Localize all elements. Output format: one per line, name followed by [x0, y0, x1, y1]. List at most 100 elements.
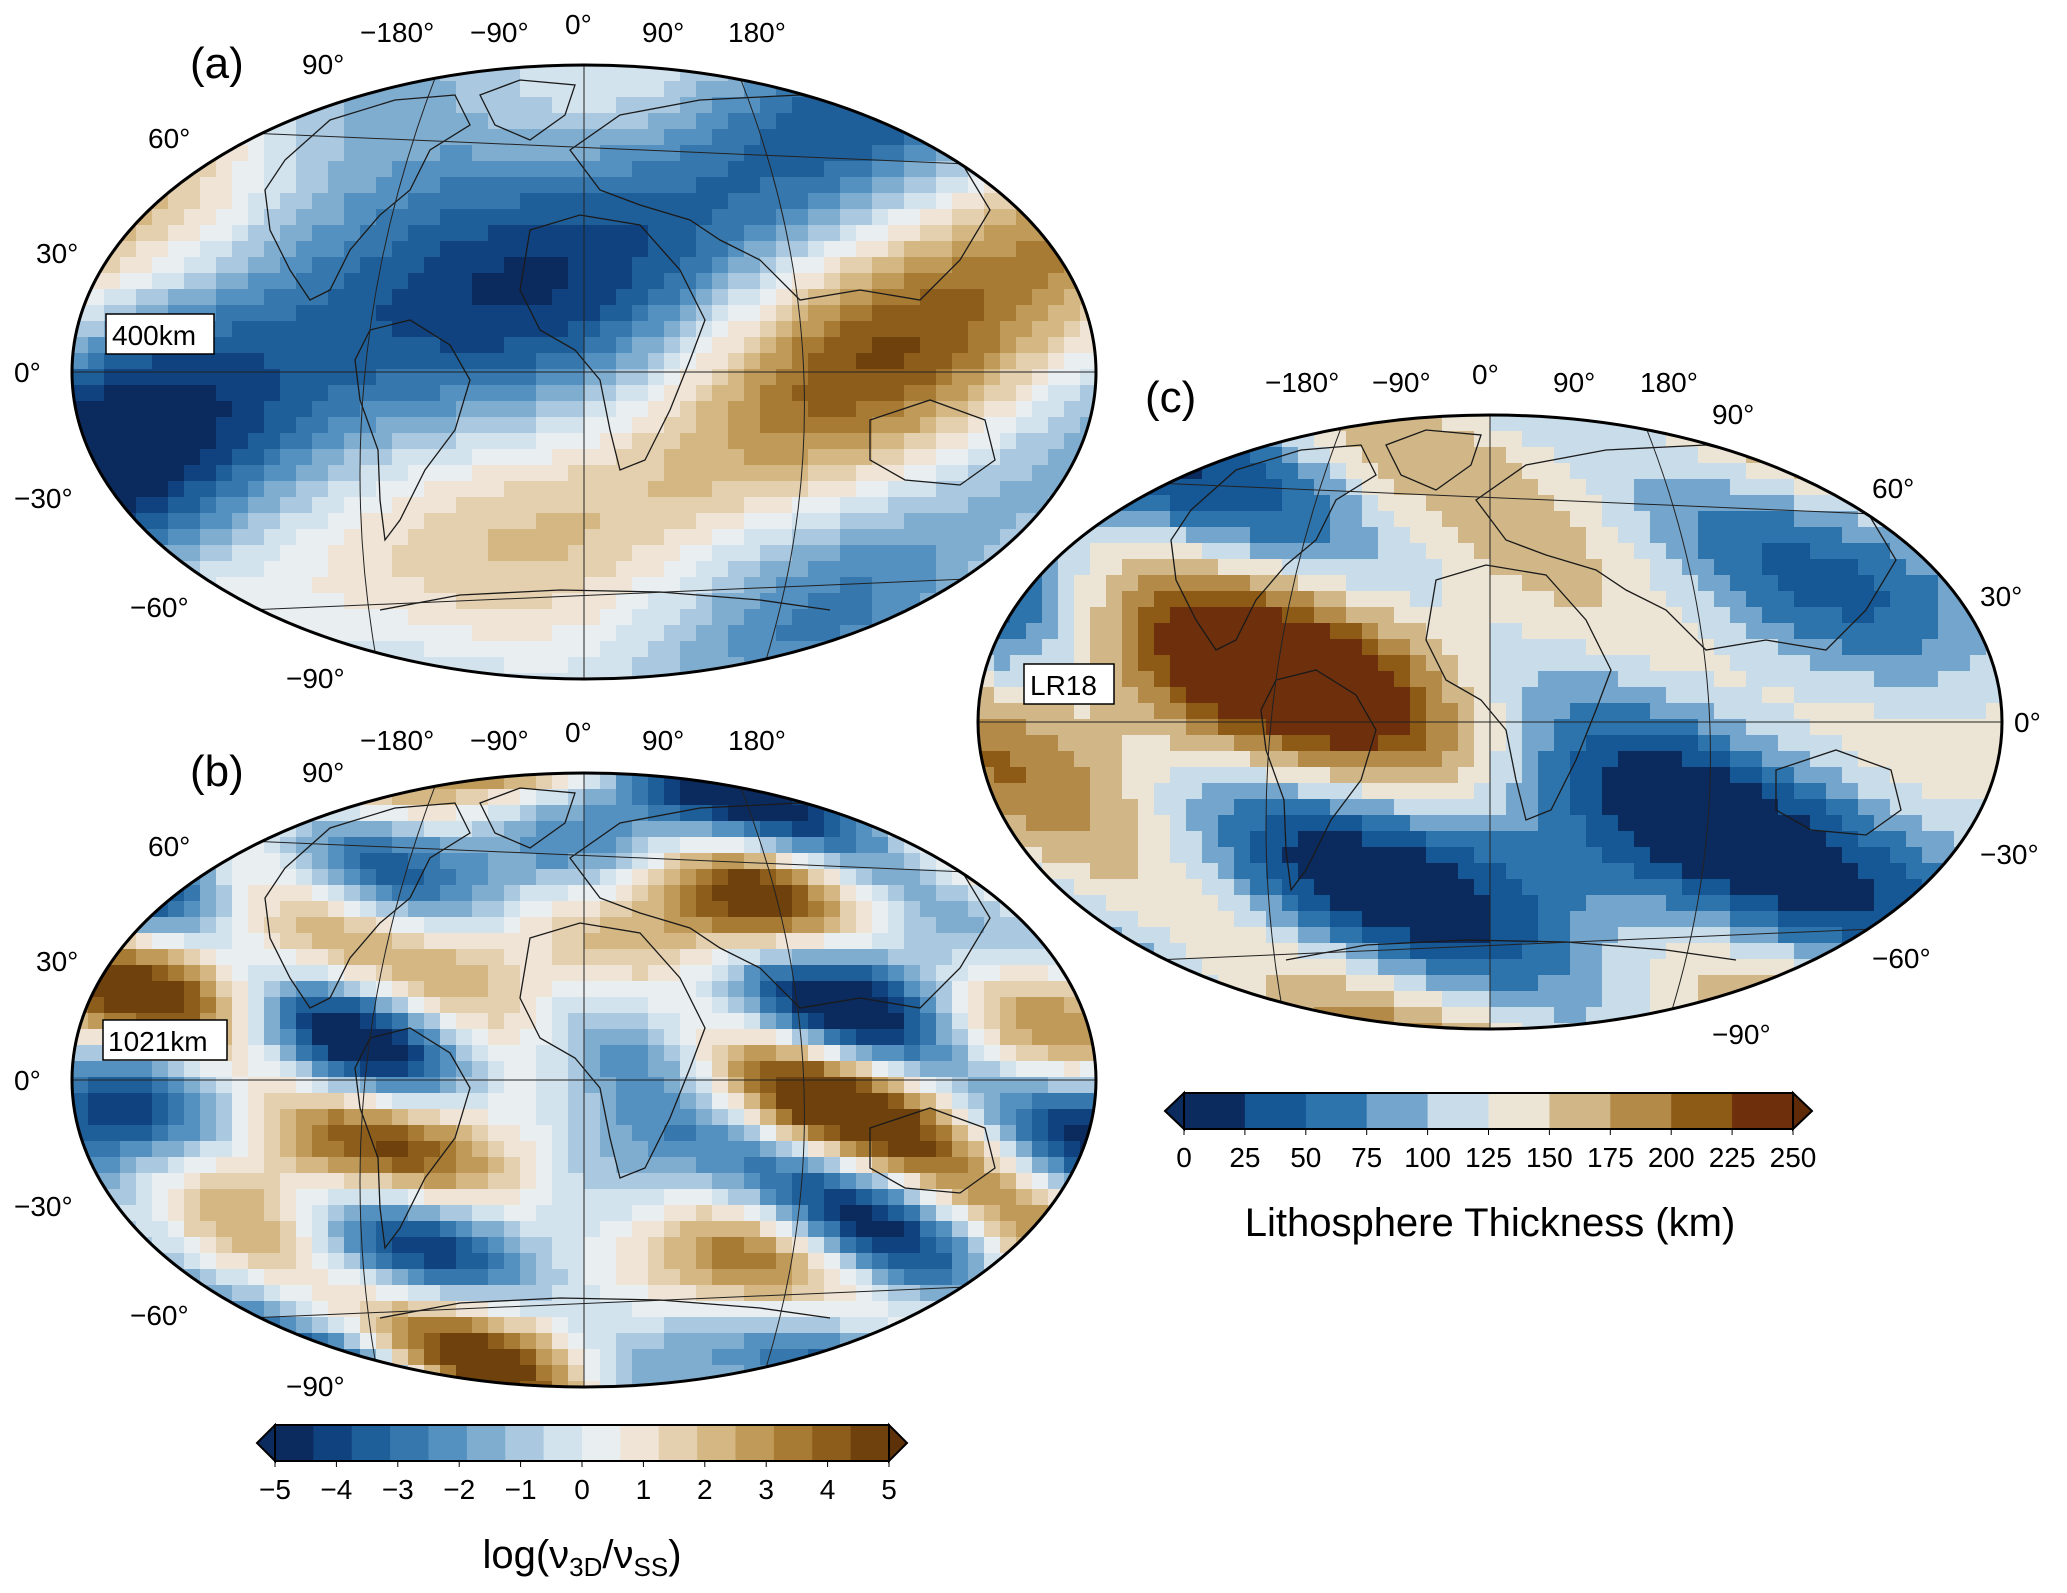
field-cell	[216, 1237, 233, 1254]
field-cell	[440, 353, 457, 370]
field-cell	[584, 129, 601, 146]
field-cell	[168, 965, 185, 982]
field-cell	[1762, 495, 1779, 512]
field-cell	[200, 1061, 217, 1078]
field-cell	[1074, 591, 1091, 608]
field-cell	[1426, 511, 1443, 528]
field-cell	[584, 609, 601, 626]
field-cell	[1314, 639, 1331, 656]
field-cell	[968, 1285, 985, 1302]
field-cell	[1394, 623, 1411, 640]
field-cell	[1426, 495, 1443, 512]
field-cell	[904, 965, 921, 982]
field-cell	[648, 609, 665, 626]
field-cell	[1064, 1093, 1081, 1110]
field-cell	[728, 289, 745, 306]
field-cell	[1330, 527, 1347, 544]
field-cell	[664, 1157, 681, 1174]
field-cell	[1000, 1109, 1017, 1126]
field-cell	[808, 529, 825, 546]
field-cell	[696, 193, 713, 210]
field-cell	[760, 1205, 777, 1222]
field-cell	[744, 1077, 761, 1094]
field-cell	[552, 1349, 569, 1366]
field-cell	[840, 1109, 857, 1126]
field-cell	[840, 1157, 857, 1174]
field-cell	[136, 257, 153, 274]
field-cell	[744, 1349, 761, 1366]
field-cell	[936, 321, 953, 338]
field-cell	[1016, 1061, 1033, 1078]
field-cell	[888, 257, 905, 274]
field-cell	[1016, 965, 1033, 982]
field-cell	[616, 981, 633, 998]
field-cell	[872, 1237, 889, 1254]
field-cell	[1074, 607, 1091, 624]
field-cell	[1666, 575, 1683, 592]
field-cell	[584, 1061, 601, 1078]
field-cell	[440, 1349, 457, 1366]
field-cell	[920, 869, 937, 886]
field-cell	[568, 465, 585, 482]
field-cell	[648, 965, 665, 982]
field-cell	[120, 1173, 137, 1190]
field-cell	[520, 885, 537, 902]
field-cell	[1826, 655, 1843, 672]
field-cell	[808, 1173, 825, 1190]
field-cell	[488, 1189, 505, 1206]
field-cell	[952, 1253, 969, 1270]
field-cell	[840, 1125, 857, 1142]
field-cell	[1154, 527, 1171, 544]
field-cell	[520, 1301, 537, 1318]
field-cell	[920, 289, 937, 306]
field-cell	[680, 965, 697, 982]
field-cell	[168, 257, 185, 274]
field-cell	[552, 1125, 569, 1142]
field-cell	[104, 225, 121, 242]
field-cell	[840, 1093, 857, 1110]
field-cell	[328, 1013, 345, 1030]
field-cell	[760, 901, 777, 918]
field-cell	[200, 225, 217, 242]
field-cell	[920, 1285, 937, 1302]
field-cell	[760, 561, 777, 578]
field-cell	[360, 449, 377, 466]
field-cell	[1314, 559, 1331, 576]
field-cell	[344, 545, 361, 562]
field-cell	[312, 209, 329, 226]
field-cell	[1010, 639, 1027, 656]
field-cell	[520, 273, 537, 290]
field-cell	[312, 513, 329, 530]
field-cell	[984, 1109, 1001, 1126]
field-cell	[632, 113, 649, 130]
field-cell	[88, 385, 105, 402]
field-cell	[712, 1189, 729, 1206]
field-cell	[1858, 623, 1875, 640]
field-cell	[824, 433, 841, 450]
field-cell	[664, 657, 681, 674]
field-cell	[456, 1013, 473, 1030]
field-cell	[1282, 623, 1299, 640]
field-cell	[1538, 415, 1555, 432]
field-cell	[1330, 559, 1347, 576]
field-cell	[824, 1125, 841, 1142]
field-cell	[328, 821, 345, 838]
field-cell	[536, 917, 553, 934]
field-cell	[200, 193, 217, 210]
field-cell	[984, 1029, 1001, 1046]
field-cell	[920, 917, 937, 934]
field-cell	[440, 1237, 457, 1254]
panel-b-map-field	[72, 773, 1096, 1387]
field-cell	[120, 997, 137, 1014]
field-cell	[1138, 655, 1155, 672]
field-cell	[376, 113, 393, 130]
field-cell	[504, 1045, 521, 1062]
field-cell	[280, 1333, 297, 1350]
field-cell	[1682, 639, 1699, 656]
field-cell	[632, 81, 649, 98]
field-cell	[1442, 543, 1459, 560]
field-cell	[504, 497, 521, 514]
field-cell	[568, 789, 585, 806]
field-cell	[984, 997, 1001, 1014]
field-cell	[1314, 415, 1331, 432]
